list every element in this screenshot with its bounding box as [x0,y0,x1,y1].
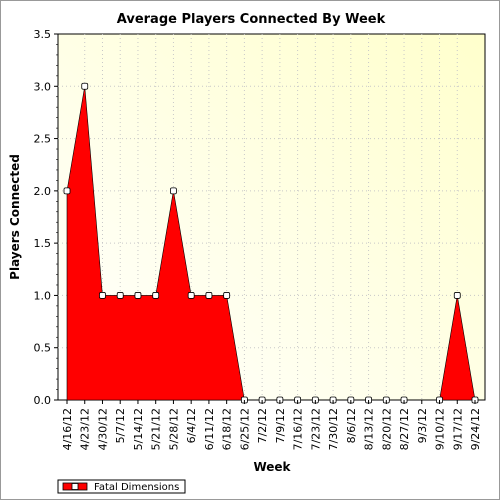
x-tick-label: 4/30/12 [96,408,109,450]
series-area [66,86,476,401]
x-tick-label: 8/13/12 [363,408,376,450]
x-tick-label: 8/6/12 [345,408,358,443]
data-point [187,292,195,299]
data-point [152,292,160,299]
x-tick-label: 9/24/12 [469,408,482,450]
legend-label: Fatal Dimensions [94,482,179,493]
y-tick-label: 0.5 [34,342,52,355]
data-point [134,292,142,299]
y-axis-title: Players Connected [8,154,22,280]
x-tick-label: 9/17/12 [451,408,464,450]
x-tick-label: 4/23/12 [79,408,92,450]
data-point [453,292,461,299]
chart-title: Average Players Connected By Week [117,12,386,27]
x-tick-label: 9/10/12 [434,408,447,450]
x-tick-label: 7/16/12 [292,408,305,450]
x-tick-label: 7/23/12 [309,408,322,450]
y-tick-label: 1.5 [34,237,52,250]
x-tick-label: 8/27/12 [398,408,411,450]
x-tick-label: 5/28/12 [167,408,180,450]
data-point [170,187,177,195]
data-point [205,292,213,299]
x-tick-label: 8/20/12 [380,408,393,450]
data-point [116,292,124,299]
series-markers [63,82,479,404]
x-tick-label: 6/11/12 [203,408,216,450]
x-tick-label: 7/2/12 [256,408,269,443]
y-tick-label: 1.0 [34,289,52,302]
area-segment [66,86,405,401]
y-tick-label: 2.0 [34,185,52,198]
y-tick-label: 3.0 [34,80,52,93]
legend: Fatal Dimensions [57,479,186,494]
data-point [223,292,231,299]
data-point [99,292,106,299]
y-tick-label: 0.0 [34,394,52,407]
x-tick-label: 5/14/12 [132,408,145,450]
x-tick-label: 7/30/12 [327,408,340,450]
x-tick-label: 6/25/12 [238,408,251,450]
y-tick-label: 3.5 [34,28,52,41]
x-tick-label: 5/7/12 [114,408,127,443]
legend-box [57,479,186,494]
data-point [81,82,89,90]
x-tick-label: 7/9/12 [274,408,287,443]
x-tick-label: 6/4/12 [185,408,198,443]
x-tick-label: 5/21/12 [150,408,163,450]
legend-marker [71,483,79,490]
x-tick-label: 9/3/12 [416,408,429,443]
x-tick-label: 4/16/12 [61,408,74,450]
axes: 0.0 0.5 1.0 1.5 2.0 2.5 3.0 3.5 4/16/12 4/23/12 4/… [34,28,483,450]
x-tick-label: 6/18/12 [221,408,234,450]
data-point [63,187,71,195]
y-tick-label: 2.5 [34,133,52,146]
x-axis-title: Week [253,460,291,474]
